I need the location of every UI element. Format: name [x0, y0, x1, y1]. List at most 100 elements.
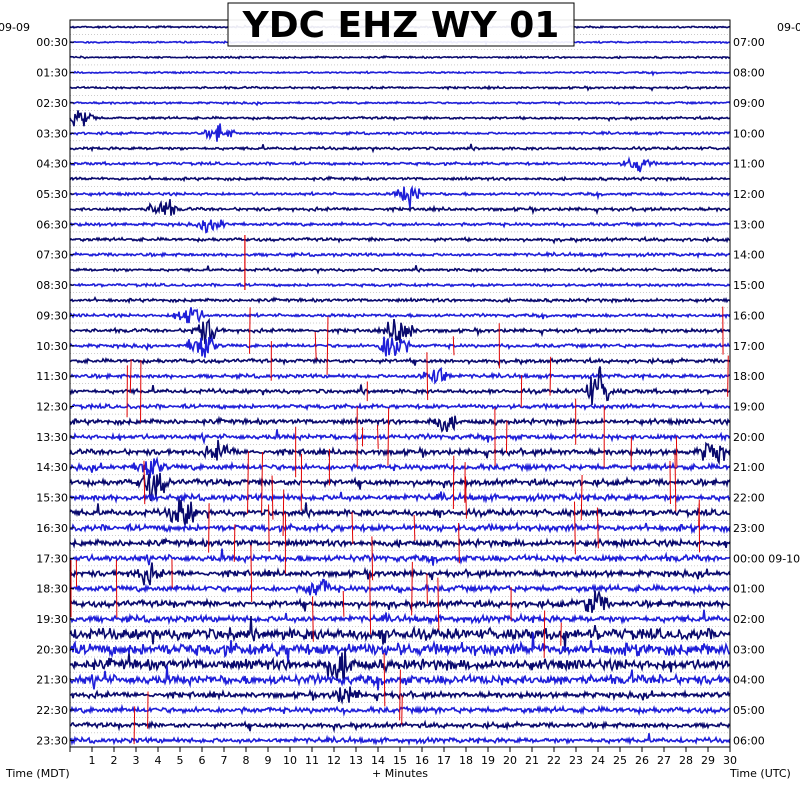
- transient-marker: [413, 514, 416, 541]
- left-hour-label: 19:30: [36, 613, 68, 626]
- x-tick-label: 25: [613, 754, 627, 767]
- x-tick-label: 23: [569, 754, 583, 767]
- x-tick-label: 2: [111, 754, 118, 767]
- right-hour-label: 18:00: [733, 370, 765, 383]
- x-tick-label: 16: [415, 754, 429, 767]
- seismic-trace: [69, 123, 731, 142]
- x-tick-label: 12: [327, 754, 341, 767]
- seismic-trace: [69, 54, 731, 60]
- seismic-trace: [69, 609, 731, 626]
- seismic-trace: [69, 578, 731, 596]
- x-tick-label: 4: [155, 754, 162, 767]
- left-hour-label: 22:30: [36, 704, 68, 717]
- seismic-trace: [70, 589, 731, 613]
- left-hour-label: 01:30: [36, 67, 68, 80]
- seismic-trace: [69, 521, 731, 535]
- seismic-trace: [69, 70, 731, 77]
- seismic-trace: [69, 265, 731, 275]
- transient-marker: [560, 622, 562, 646]
- transient-marker: [249, 307, 251, 354]
- chart-title: YDC EHZ WY 01: [242, 5, 560, 46]
- x-tick-label: 11: [305, 754, 319, 767]
- seismic-trace: [69, 632, 731, 664]
- transient-marker: [314, 332, 317, 360]
- x-tick-label: 13: [349, 754, 363, 767]
- seismic-trace: [70, 199, 731, 216]
- right-hour-label: 10:00: [733, 127, 765, 140]
- transient-marker: [465, 476, 467, 519]
- transient-marker: [383, 653, 386, 707]
- seismic-trace: [69, 366, 731, 406]
- x-tick-label: 17: [437, 754, 451, 767]
- left-hour-label: 08:30: [36, 279, 68, 292]
- left-hour-label: 13:30: [36, 431, 68, 444]
- left-hour-label: 03:30: [36, 127, 68, 140]
- left-hour-label: 07:30: [36, 249, 68, 262]
- transient-marker: [247, 451, 249, 514]
- transient-marker: [674, 453, 677, 512]
- seismic-trace: [69, 429, 731, 446]
- transient-marker: [458, 523, 460, 564]
- transient-marker: [426, 352, 429, 401]
- left-hour-label: 02:30: [36, 97, 68, 110]
- right-axis-label: Time (UTC): [729, 767, 791, 780]
- transient-marker: [326, 316, 329, 375]
- right-hour-label: 16:00: [733, 309, 765, 322]
- left-hour-label: 18:30: [36, 583, 68, 596]
- seismic-trace: [69, 250, 731, 260]
- x-tick-label: 30: [723, 754, 737, 767]
- transient-marker: [342, 590, 345, 617]
- right-hour-label: 22:00: [733, 492, 765, 505]
- transient-marker: [133, 706, 136, 745]
- transient-marker: [411, 561, 413, 616]
- transient-marker: [351, 511, 354, 544]
- seismic-trace: [69, 219, 731, 234]
- transient-marker: [387, 408, 390, 466]
- x-tick-label: 21: [525, 754, 539, 767]
- seismic-trace: [69, 143, 730, 154]
- seismic-trace: [69, 648, 731, 684]
- x-tick-label: 19: [481, 754, 495, 767]
- left-hour-label: 10:30: [36, 340, 68, 353]
- right-hour-label: 02:00: [733, 613, 765, 626]
- seismic-trace: [69, 719, 731, 734]
- marker-group: [70, 235, 729, 745]
- seismic-trace: [69, 296, 731, 305]
- transient-marker: [143, 460, 146, 505]
- transient-marker: [282, 489, 285, 537]
- right-hour-label: 00:00 09-10: [733, 552, 800, 565]
- seismic-trace: [69, 174, 731, 183]
- seismic-trace: [69, 615, 731, 653]
- x-tick-label: 15: [393, 754, 407, 767]
- right-hour-label: 05:00: [733, 704, 765, 717]
- right-hour-label: 12:00: [733, 188, 765, 201]
- right-hour-label: 08:00: [733, 67, 765, 80]
- transient-marker: [312, 596, 314, 642]
- right-hour-label: 07:00: [733, 36, 765, 49]
- seismic-trace: [69, 235, 731, 245]
- seismic-trace: [69, 498, 731, 526]
- seismic-trace: [69, 366, 730, 385]
- left-axis-label: Time (MDT): [5, 767, 70, 780]
- left-hour-labels: 00:30 01:30 02:30 03:30 04:30 05:30 06:30 07:30…: [36, 36, 74, 747]
- right-hour-labels: 07:00 08:00 09:00 10:00 11:00 12:00 13:00 14:00…: [733, 36, 800, 747]
- right-hour-label: 01:00: [733, 583, 765, 596]
- transient-marker: [371, 536, 374, 581]
- transient-marker: [399, 669, 401, 721]
- transient-marker: [727, 355, 729, 397]
- left-hour-label: 23:30: [36, 734, 68, 747]
- left-hour-label: 04:30: [36, 158, 68, 171]
- right-hour-label: 21:00: [733, 461, 765, 474]
- right-hour-label: 15:00: [733, 279, 765, 292]
- left-hour-label: 09:30: [36, 309, 68, 322]
- right-hour-label: 23:00: [733, 522, 765, 535]
- right-hour-label: 03:00: [733, 643, 765, 656]
- x-tick-label: 24: [591, 754, 605, 767]
- seismic-trace: [69, 184, 731, 209]
- transient-marker: [376, 424, 379, 449]
- x-tick-label: 3: [133, 754, 140, 767]
- seismic-trace: [69, 84, 731, 92]
- right-hour-label: 13:00: [733, 218, 765, 231]
- trace-group: [69, 24, 731, 746]
